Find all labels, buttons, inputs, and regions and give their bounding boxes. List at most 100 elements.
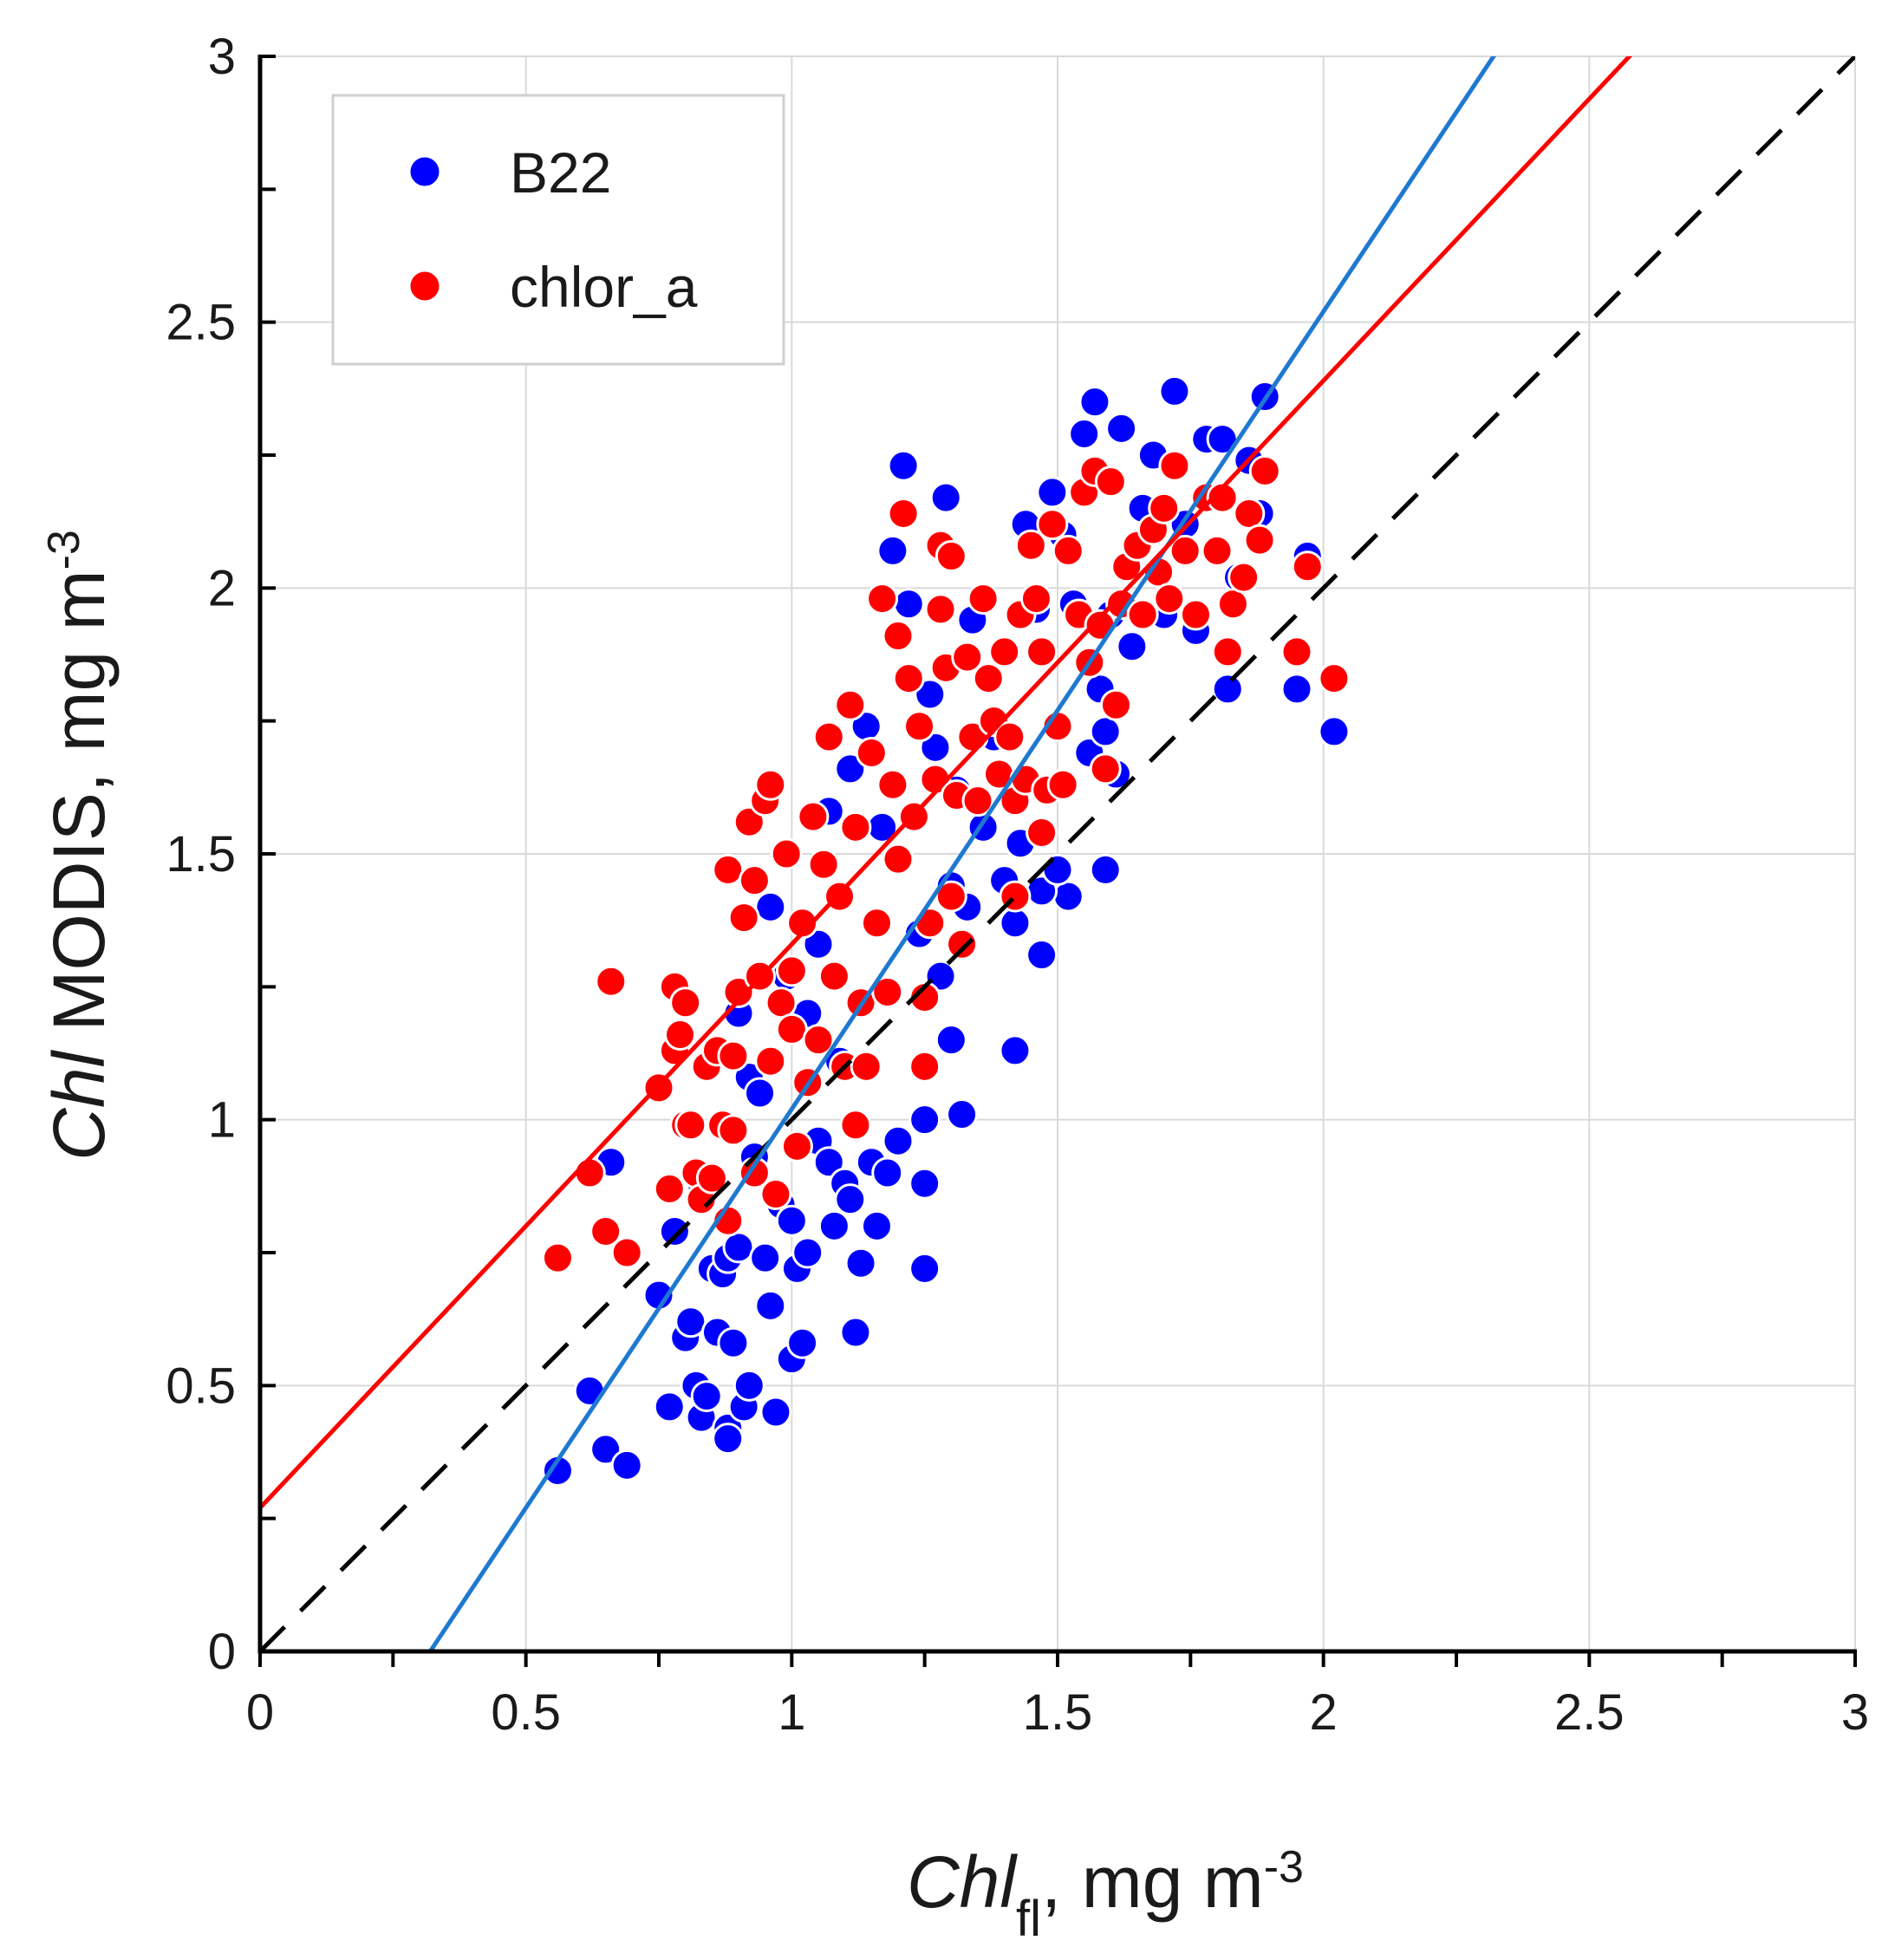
point-chlor_a (1201, 534, 1234, 567)
point-chlor_a (988, 635, 1021, 668)
point-B22 (908, 1252, 941, 1285)
point-B22 (919, 731, 952, 764)
point-chlor_a (1169, 534, 1201, 567)
point-B22 (589, 1433, 622, 1466)
point-B22 (1052, 880, 1084, 913)
point-B22 (844, 1247, 877, 1280)
point-B22 (882, 1124, 915, 1157)
point-B22 (1026, 939, 1058, 972)
point-chlor_a (595, 965, 628, 998)
point-B22 (1318, 715, 1351, 748)
legend-marker-b22 (407, 154, 442, 189)
point-chlor_a (765, 987, 798, 1019)
point-chlor_a (908, 981, 941, 1014)
point-chlor_a (775, 954, 808, 987)
legend: B22 chlor_a (331, 94, 785, 366)
y-tick-label: 0.5 (166, 1358, 236, 1414)
point-B22 (871, 1156, 904, 1189)
point-chlor_a (722, 975, 755, 1008)
point-chlor_a (946, 928, 979, 960)
point-chlor_a (754, 1045, 787, 1078)
point-chlor_a (786, 907, 819, 940)
point-chlor_a (770, 837, 803, 870)
point-B22 (1105, 412, 1138, 445)
point-chlor_a (882, 843, 915, 876)
one-to-one-line (260, 56, 1855, 1651)
axes (257, 55, 1857, 1667)
point-B22 (887, 449, 920, 482)
point-chlor_a (961, 785, 994, 817)
point-chlor_a (653, 1172, 686, 1205)
point-chlor_a (1179, 598, 1212, 631)
point-chlor_a (1099, 688, 1132, 721)
point-B22 (786, 1326, 819, 1359)
legend-box (331, 94, 785, 366)
x-tick-label: 0 (246, 1684, 274, 1741)
point-B22 (1211, 673, 1244, 706)
point-B22 (717, 1326, 750, 1359)
point-B22 (999, 907, 1032, 940)
point-chlor_a (695, 1162, 728, 1195)
x-tick-label: 2.5 (1554, 1684, 1625, 1741)
point-B22 (712, 1423, 745, 1455)
y-tick-label: 1 (208, 1092, 236, 1149)
point-B22 (733, 1369, 765, 1402)
point-B22 (839, 1316, 872, 1349)
point-chlor_a (573, 1156, 606, 1189)
point-chlor_a (1243, 524, 1276, 557)
point-chlor_a (924, 593, 957, 626)
point-B22 (817, 1209, 850, 1242)
point-chlor_a (908, 1050, 941, 1083)
point-chlor_a (674, 1109, 707, 1142)
point-chlor_a (1280, 635, 1313, 668)
point-B22 (908, 1167, 941, 1200)
point-B22 (946, 1098, 979, 1131)
point-chlor_a (712, 853, 745, 886)
point-chlor_a (717, 1039, 750, 1072)
point-chlor_a (610, 1236, 643, 1269)
point-chlor_a (1153, 583, 1186, 615)
point-chlor_a (1318, 662, 1351, 695)
point-chlor_a (834, 688, 867, 721)
point-chlor_a (855, 736, 888, 769)
point-chlor_a (817, 960, 850, 993)
point-chlor_a (993, 720, 1026, 753)
point-chlor_a (664, 1019, 697, 1052)
point-chlor_a (802, 1024, 835, 1057)
point-B22 (573, 1374, 606, 1407)
point-chlor_a (1216, 588, 1249, 621)
point-B22 (749, 1241, 782, 1274)
point-B22 (999, 1034, 1032, 1067)
point-B22 (1089, 853, 1122, 886)
point-chlor_a (669, 987, 702, 1019)
x-tick-label: 1 (778, 1684, 805, 1741)
point-B22 (541, 1454, 574, 1487)
point-chlor_a (1248, 454, 1281, 487)
point-chlor_a (1228, 561, 1260, 594)
point-B22 (754, 1289, 787, 1322)
point-chlor_a (1126, 598, 1159, 631)
point-B22 (1036, 476, 1069, 509)
point-chlor_a (1046, 768, 1079, 801)
point-chlor_a (967, 583, 1000, 615)
tick-labels: 0 0.5 1 1.5 2 2.5 3 0 0.5 1 1.5 2 2.5 3 (166, 29, 1869, 1741)
legend-marker-chlor-a (407, 269, 442, 303)
series-chlor_a (541, 449, 1351, 1274)
point-chlor_a (876, 768, 909, 801)
y-tick-label: 1.5 (166, 826, 236, 882)
point-B22 (754, 890, 787, 923)
point-B22 (690, 1380, 723, 1413)
point-B22 (674, 1306, 707, 1338)
point-chlor_a (860, 907, 893, 940)
point-chlor_a (903, 710, 936, 743)
point-chlor_a (738, 864, 771, 897)
point-chlor_a (1014, 529, 1047, 562)
point-chlor_a (1206, 481, 1239, 514)
point-chlor_a (882, 620, 915, 653)
point-chlor_a (1148, 492, 1181, 524)
point-chlor_a (1036, 508, 1069, 541)
data-points (541, 374, 1351, 1487)
point-B22 (934, 1024, 967, 1057)
point-B22 (860, 1209, 893, 1242)
